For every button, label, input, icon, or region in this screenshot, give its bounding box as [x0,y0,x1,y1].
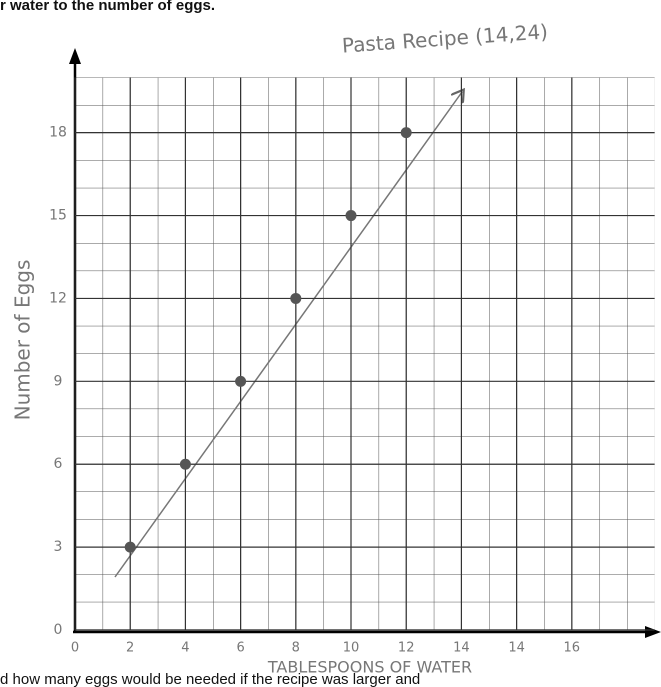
y-tick-label: 3 [54,539,63,555]
x-tick-label: 12 [398,641,415,656]
x-tick-label: 4 [181,641,189,656]
y-tick-label: 12 [49,290,67,306]
y-tick-label: 9 [54,373,63,389]
chart-title: Pasta Recipe (14,24) [341,19,549,57]
data-point [290,293,301,304]
data-point [401,127,412,138]
x-tick-label: 0 [71,641,79,656]
y-tick-label: 6 [54,456,63,472]
data-point [125,542,136,553]
x-tick-label: 8 [292,641,300,656]
x-tick-label: 10 [343,641,360,656]
data-point [180,459,191,470]
page: r water to the number of eggs. Pasta Rec… [0,0,661,687]
y-arrow [69,48,81,64]
y-axis-label: Number of Eggs [11,260,35,421]
y-tick-label: 0 [54,622,63,638]
x-tick-label: 14 [508,641,525,656]
x-tick-label: 16 [564,641,581,656]
x-tick-label: 2 [126,641,134,656]
footer-text: d how many eggs would be needed if the r… [0,671,420,687]
x-tick-label: 14 [453,641,470,656]
y-tick-label: 18 [49,125,67,141]
x-tick-label: 6 [236,641,244,656]
header-text: r water to the number of eggs. [0,0,215,14]
y-tick-label: 15 [49,208,67,224]
data-point [235,376,246,387]
data-point [346,210,357,221]
